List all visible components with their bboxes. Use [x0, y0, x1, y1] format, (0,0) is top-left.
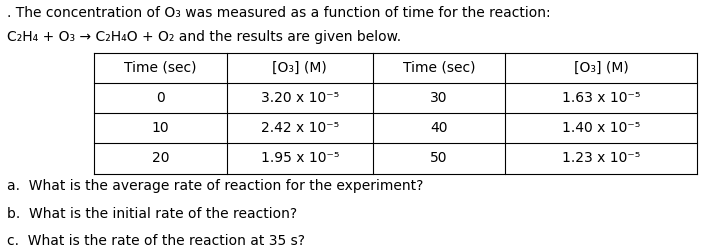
- Text: 30: 30: [430, 91, 448, 105]
- Text: C₂H₄ + O₃ → C₂H₄O + O₂ and the results are given below.: C₂H₄ + O₃ → C₂H₄O + O₂ and the results a…: [7, 30, 401, 44]
- Text: 1.63 x 10⁻⁵: 1.63 x 10⁻⁵: [562, 91, 640, 105]
- Text: 50: 50: [430, 151, 448, 165]
- Text: 2.42 x 10⁻⁵: 2.42 x 10⁻⁵: [260, 121, 339, 135]
- Text: b.  What is the initial rate of the reaction?: b. What is the initial rate of the react…: [7, 207, 297, 221]
- Text: 1.40 x 10⁻⁵: 1.40 x 10⁻⁵: [562, 121, 640, 135]
- Text: a.  What is the average rate of reaction for the experiment?: a. What is the average rate of reaction …: [7, 179, 423, 193]
- Text: 10: 10: [152, 121, 169, 135]
- Text: 20: 20: [152, 151, 169, 165]
- Text: Time (sec): Time (sec): [124, 61, 197, 75]
- Text: 0: 0: [156, 91, 165, 105]
- Text: 40: 40: [430, 121, 448, 135]
- Text: c.  What is the rate of the reaction at 35 s?: c. What is the rate of the reaction at 3…: [7, 234, 305, 247]
- Text: 1.95 x 10⁻⁵: 1.95 x 10⁻⁵: [260, 151, 339, 165]
- Text: [O₃] (M): [O₃] (M): [574, 61, 628, 75]
- Text: . The concentration of O₃ was measured as a function of time for the reaction:: . The concentration of O₃ was measured a…: [7, 6, 550, 20]
- Text: 1.23 x 10⁻⁵: 1.23 x 10⁻⁵: [562, 151, 640, 165]
- Text: [O₃] (M): [O₃] (M): [272, 61, 327, 75]
- Text: Time (sec): Time (sec): [403, 61, 475, 75]
- Text: 3.20 x 10⁻⁵: 3.20 x 10⁻⁵: [260, 91, 339, 105]
